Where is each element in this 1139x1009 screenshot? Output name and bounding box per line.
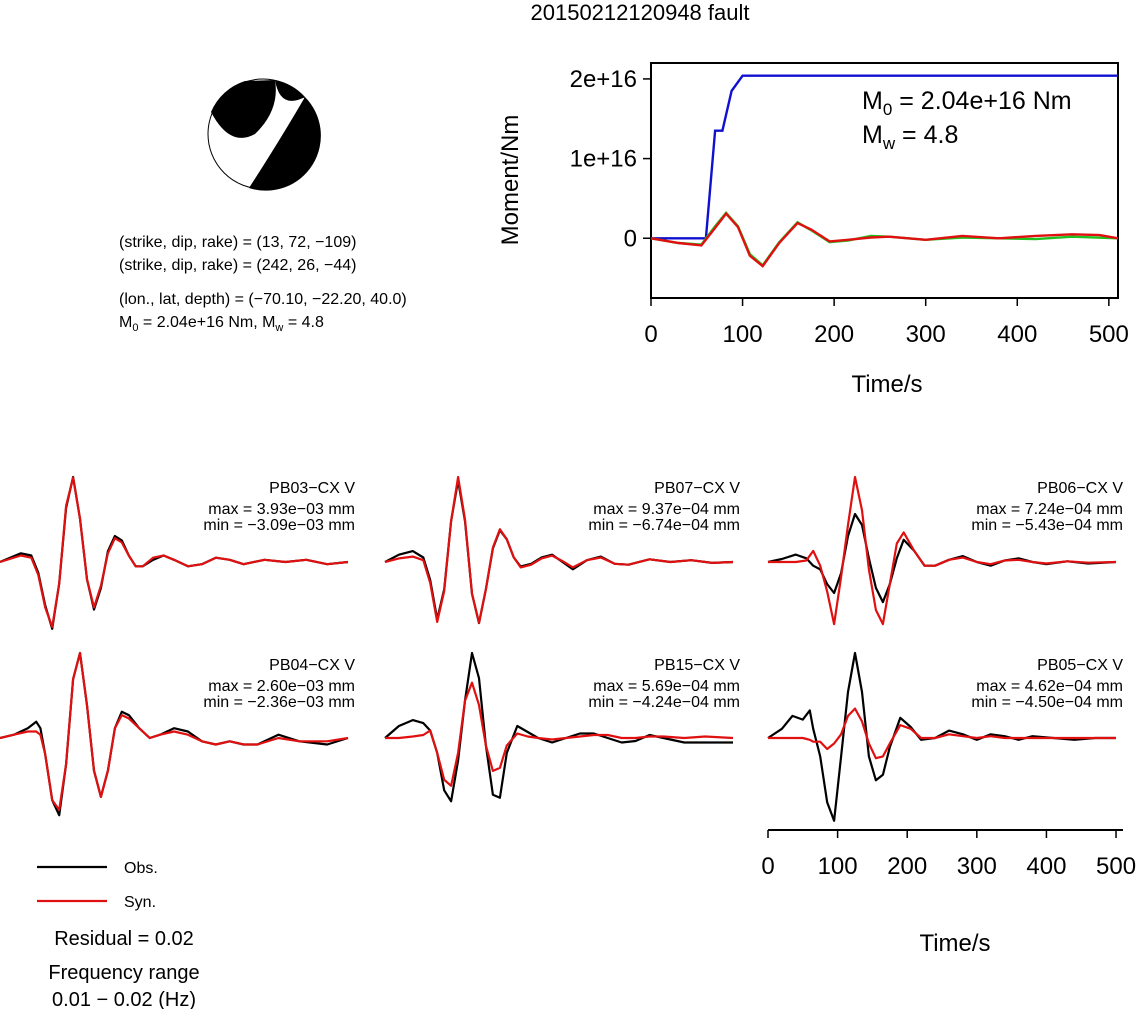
moment-m0-annotation: M0 = 2.04e+16 Nm (862, 87, 1072, 119)
moment-series-2 (650, 211, 1119, 268)
source-location: (lon., lat, depth) = (−70.10, −22.20, 40… (119, 291, 407, 308)
station-name: PB06−CX V (1037, 480, 1123, 497)
moment-xtick-label: 0 (644, 321, 657, 348)
station-max: max = 5.69e−04 mm (593, 678, 740, 695)
station-max: max = 9.37e−04 mm (593, 501, 740, 518)
waveform-xtick-label: 0 (761, 853, 774, 880)
station-name: PB05−CX V (1037, 657, 1123, 674)
moment-rate-plot: 0 1e+16 2e+16 0 100 200 300 400 500 Moment/Nm T… (497, 62, 1129, 398)
nodal-plane-1: (strike, dip, rake) = (13, 72, −109) (119, 234, 356, 251)
waveform-obs-trace (384, 651, 733, 803)
waveform-syn-trace (385, 681, 734, 787)
waveform-xtick-label: 300 (957, 853, 997, 880)
moment-ylabel: Moment/Nm (497, 115, 524, 246)
waveform-xtick-label: 100 (818, 853, 858, 880)
moment-mw-annotation: Mw = 4.8 (862, 121, 958, 153)
moment-xlabel: Time/s (851, 371, 922, 398)
moment-xtick-label: 500 (1089, 321, 1129, 348)
moment-xtick-label: 200 (814, 321, 854, 348)
station-name: PB04−CX V (269, 657, 355, 674)
waveform-obs-trace (767, 651, 1116, 822)
waveform-xtick-label: 200 (887, 853, 927, 880)
waveform-xlabel: Time/s (919, 930, 990, 957)
station-min: min = −4.50e−04 mm (971, 694, 1123, 711)
moment-xtick-label: 300 (906, 321, 946, 348)
station-min: min = −2.36e−03 mm (203, 694, 355, 711)
station-min: min = −6.74e−04 mm (588, 517, 740, 534)
station-min: min = −5.43e−04 mm (971, 517, 1123, 534)
waveform-syn-trace (0, 476, 349, 628)
waveform-time-axis: Time/s 0 100 200 300 400 500 (761, 829, 1136, 957)
moment-ytick-label: 1e+16 (570, 146, 637, 173)
station-max: max = 3.93e−03 mm (208, 501, 355, 518)
waveform-syn-trace (0, 651, 349, 811)
waveform-xtick-label: 400 (1026, 853, 1066, 880)
moment-ytick-label: 0 (624, 225, 637, 252)
nodal-plane-2: (strike, dip, rake) = (242, 26, −44) (119, 257, 356, 274)
waveform-syn-trace (384, 475, 734, 624)
legend-syn-label: Syn. (124, 894, 156, 911)
legend-obs-label: Obs. (124, 860, 158, 877)
station-name: PB15−CX V (654, 657, 740, 674)
station-max: max = 4.62e−04 mm (976, 678, 1123, 695)
station-name: PB03−CX V (269, 480, 355, 497)
station-max: max = 2.60e−03 mm (208, 678, 355, 695)
waveform-xtick-label: 500 (1096, 853, 1136, 880)
station-min: min = −4.24e−04 mm (588, 694, 740, 711)
frequency-range-label: Frequency range (48, 962, 199, 984)
waveform-syn-trace (768, 475, 1117, 626)
beachball-icon (207, 78, 321, 191)
residual-label: Residual = 0.02 (54, 928, 194, 950)
frequency-range-value: 0.01 − 0.02 (Hz) (52, 989, 196, 1009)
waveform-obs-trace (0, 475, 349, 630)
moment-plot-frame (650, 62, 1119, 299)
moment-ytick-label: 2e+16 (570, 66, 637, 93)
station-min: min = −3.09e−03 mm (203, 517, 355, 534)
mechanism-info: (strike, dip, rake) = (13, 72, −109) (st… (119, 234, 407, 334)
station-max: max = 7.24e−04 mm (976, 501, 1123, 518)
legend: Obs. Syn. Residual = 0.02 Frequency rang… (37, 860, 200, 1009)
figure-title: 20150212120948 fault (531, 0, 750, 25)
waveform-syn-trace (768, 707, 1116, 760)
moment-magnitude-line: M0 = 2.04e+16 Nm, Mw = 4.8 (119, 314, 324, 334)
moment-xtick-label: 400 (997, 321, 1037, 348)
station-name: PB07−CX V (654, 480, 740, 497)
moment-xtick-label: 100 (723, 321, 763, 348)
